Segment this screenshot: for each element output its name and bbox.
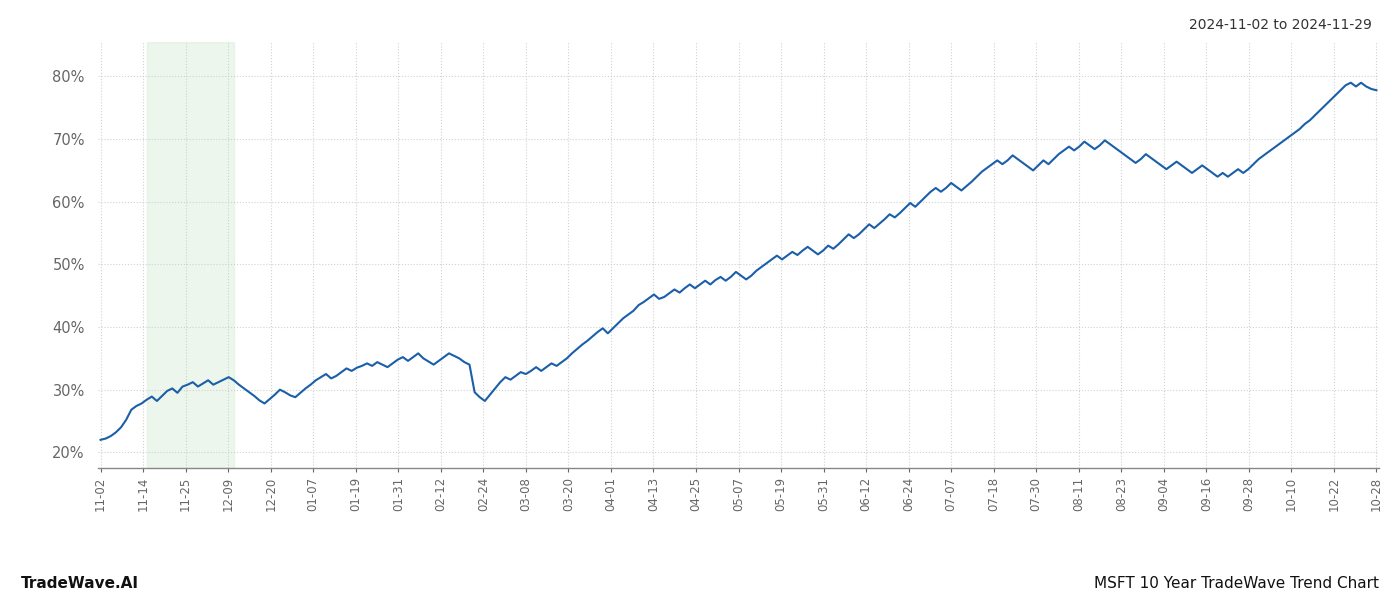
Text: MSFT 10 Year TradeWave Trend Chart: MSFT 10 Year TradeWave Trend Chart — [1093, 576, 1379, 591]
Bar — [147, 42, 234, 468]
Text: TradeWave.AI: TradeWave.AI — [21, 576, 139, 591]
Text: 2024-11-02 to 2024-11-29: 2024-11-02 to 2024-11-29 — [1189, 18, 1372, 32]
